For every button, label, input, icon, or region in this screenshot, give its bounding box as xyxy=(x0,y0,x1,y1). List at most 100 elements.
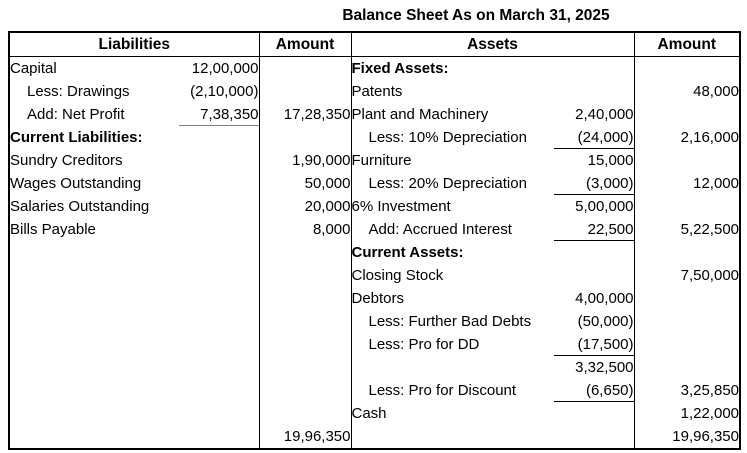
asset-amount: 48,000 xyxy=(633,80,741,103)
asset-label: Less: Pro for Discount xyxy=(368,382,517,399)
liability-label: Sundry Creditors xyxy=(10,152,123,169)
liability-cell-content: Less: Drawings (2,10,000) xyxy=(10,80,258,103)
asset-cell-content: Plant and Machinery 2,40,000 xyxy=(351,103,633,126)
asset-cell-content: Cash xyxy=(351,402,634,425)
liability-sub-amount xyxy=(179,195,259,218)
liability-sub-amount: 7,38,350 xyxy=(178,103,258,126)
asset-cell-content: Less: 10% Depreciation (24,000) xyxy=(352,126,633,149)
asset-label-cell: Current Assets: xyxy=(350,241,635,264)
asset-sub-amount: (6,650) xyxy=(553,379,633,402)
page-title: Balance Sheet As on March 31, 2025 xyxy=(342,7,610,24)
liability-cell-content: Bills Payable xyxy=(10,218,259,241)
asset-amount: 2,16,000 xyxy=(633,126,741,149)
liability-label-cell xyxy=(8,287,260,310)
liability-cell-content xyxy=(10,402,259,425)
liability-cell-content xyxy=(10,287,259,310)
column-header-liabilities: Liabilities xyxy=(8,32,260,57)
asset-sub-amount: 4,00,000 xyxy=(575,290,634,307)
asset-label-cell: Patents xyxy=(350,80,635,103)
asset-label: Plant and Machinery xyxy=(351,106,489,123)
asset-label: Add: Accrued Interest xyxy=(368,221,512,238)
liability-cell-content xyxy=(10,425,258,448)
asset-cell-content: Less: Pro for DD (17,500) xyxy=(352,333,633,356)
table-row: Cash 1,22,000 xyxy=(8,402,741,425)
asset-sub-amount xyxy=(554,241,634,264)
liability-sub-amount xyxy=(179,379,259,402)
table-row: Less: Drawings (2,10,000) Patents 48,000 xyxy=(8,80,741,103)
liability-label-cell xyxy=(8,402,260,425)
asset-amount xyxy=(633,287,741,310)
asset-label: Cash xyxy=(351,405,387,422)
asset-label-cell: Furniture 15,000 xyxy=(350,149,635,172)
asset-label-cell: Less: Further Bad Debts (50,000) xyxy=(350,310,635,333)
asset-label: Less: Further Bad Debts xyxy=(368,313,532,330)
liability-label-cell: Salaries Outstanding xyxy=(8,195,260,218)
liability-label-cell: Less: Drawings (2,10,000) xyxy=(8,80,260,103)
liability-sub-amount xyxy=(179,264,259,287)
liability-sub-amount xyxy=(179,149,259,172)
liability-amount xyxy=(258,264,352,287)
asset-amount: 19,96,350 xyxy=(633,425,741,449)
table-row: Less: Pro for DD (17,500) xyxy=(8,333,741,356)
liability-sub-amount xyxy=(179,310,259,333)
liability-amount: 1,90,000 xyxy=(258,149,352,172)
asset-sub-amount: (3,000) xyxy=(553,172,633,195)
asset-label: Furniture xyxy=(351,152,412,169)
liability-label: Add: Net Profit xyxy=(27,106,125,123)
liability-amount: 20,000 xyxy=(258,195,352,218)
asset-cell-content: Less: 20% Depreciation (3,000) xyxy=(352,172,633,195)
table-row: Capital 12,00,000 Fixed Assets: xyxy=(8,56,741,80)
asset-label: Less: Pro for DD xyxy=(368,336,480,353)
liability-amount: 19,96,350 xyxy=(258,425,352,449)
asset-amount xyxy=(633,56,741,80)
liability-cell-content xyxy=(10,310,259,333)
liability-cell-content xyxy=(10,333,258,356)
liability-amount: 50,000 xyxy=(258,172,352,195)
liability-amount xyxy=(258,241,352,264)
asset-sub-amount: (17,500) xyxy=(553,333,633,356)
asset-label-cell: Less: Pro for DD (17,500) xyxy=(350,333,635,356)
liability-cell-content: Capital 12,00,000 xyxy=(10,57,258,80)
asset-cell-content: Less: Pro for Discount (6,650) xyxy=(352,379,633,402)
table-row: Wages Outstanding 50,000 Less: 20% Depreci… xyxy=(8,172,741,195)
asset-label-cell: Debtors 4,00,000 xyxy=(350,287,635,310)
liability-sub-amount xyxy=(179,287,259,310)
liability-label-cell: Wages Outstanding xyxy=(8,172,260,195)
asset-amount xyxy=(633,149,741,172)
liability-amount xyxy=(258,356,352,379)
liability-cell-content: Current Liabilities: xyxy=(10,126,259,149)
liability-label-cell xyxy=(8,333,260,356)
liability-sub-amount xyxy=(179,218,259,241)
asset-sub-amount: (50,000) xyxy=(577,313,634,330)
liability-cell-content xyxy=(10,379,259,402)
asset-label: Debtors xyxy=(351,290,405,307)
asset-sub-amount xyxy=(554,402,634,425)
asset-sub-amount: 5,00,000 xyxy=(575,198,634,215)
liability-sub-amount xyxy=(179,402,259,425)
asset-label-cell: Closing Stock xyxy=(350,264,635,287)
table-body: Capital 12,00,000 Fixed Assets: Less: Drawi… xyxy=(8,56,741,449)
asset-label: Closing Stock xyxy=(351,267,444,284)
liability-label: Wages Outstanding xyxy=(10,175,142,192)
liability-label: Capital xyxy=(10,60,57,77)
header-row: Liabilities Amount Assets Amount xyxy=(8,32,741,57)
liability-sub-amount xyxy=(179,126,259,149)
liability-cell-content: Add: Net Profit 7,38,350 xyxy=(10,103,258,126)
liability-label: Less: Drawings xyxy=(27,83,130,100)
liability-label-cell: Capital 12,00,000 xyxy=(8,56,260,80)
asset-cell-content: Current Assets: xyxy=(352,241,634,264)
column-header-liabilities-amount: Amount xyxy=(258,32,352,57)
table-row: 3,32,500 xyxy=(8,356,741,379)
asset-sub-amount: 22,500 xyxy=(553,218,633,241)
asset-cell-content: 3,32,500 xyxy=(352,356,633,379)
asset-sub-amount xyxy=(554,57,634,80)
asset-amount: 3,25,850 xyxy=(633,379,741,402)
asset-cell-content: Debtors 4,00,000 xyxy=(351,287,634,310)
liability-amount xyxy=(258,379,352,402)
table-row: 19,96,350 19,96,350 xyxy=(8,425,741,449)
asset-sub-amount xyxy=(554,80,634,103)
asset-label-cell: 3,32,500 xyxy=(350,356,635,379)
asset-amount xyxy=(633,195,741,218)
liability-label-cell: Add: Net Profit 7,38,350 xyxy=(8,103,260,126)
asset-label-cell: Add: Accrued Interest 22,500 xyxy=(350,218,635,241)
